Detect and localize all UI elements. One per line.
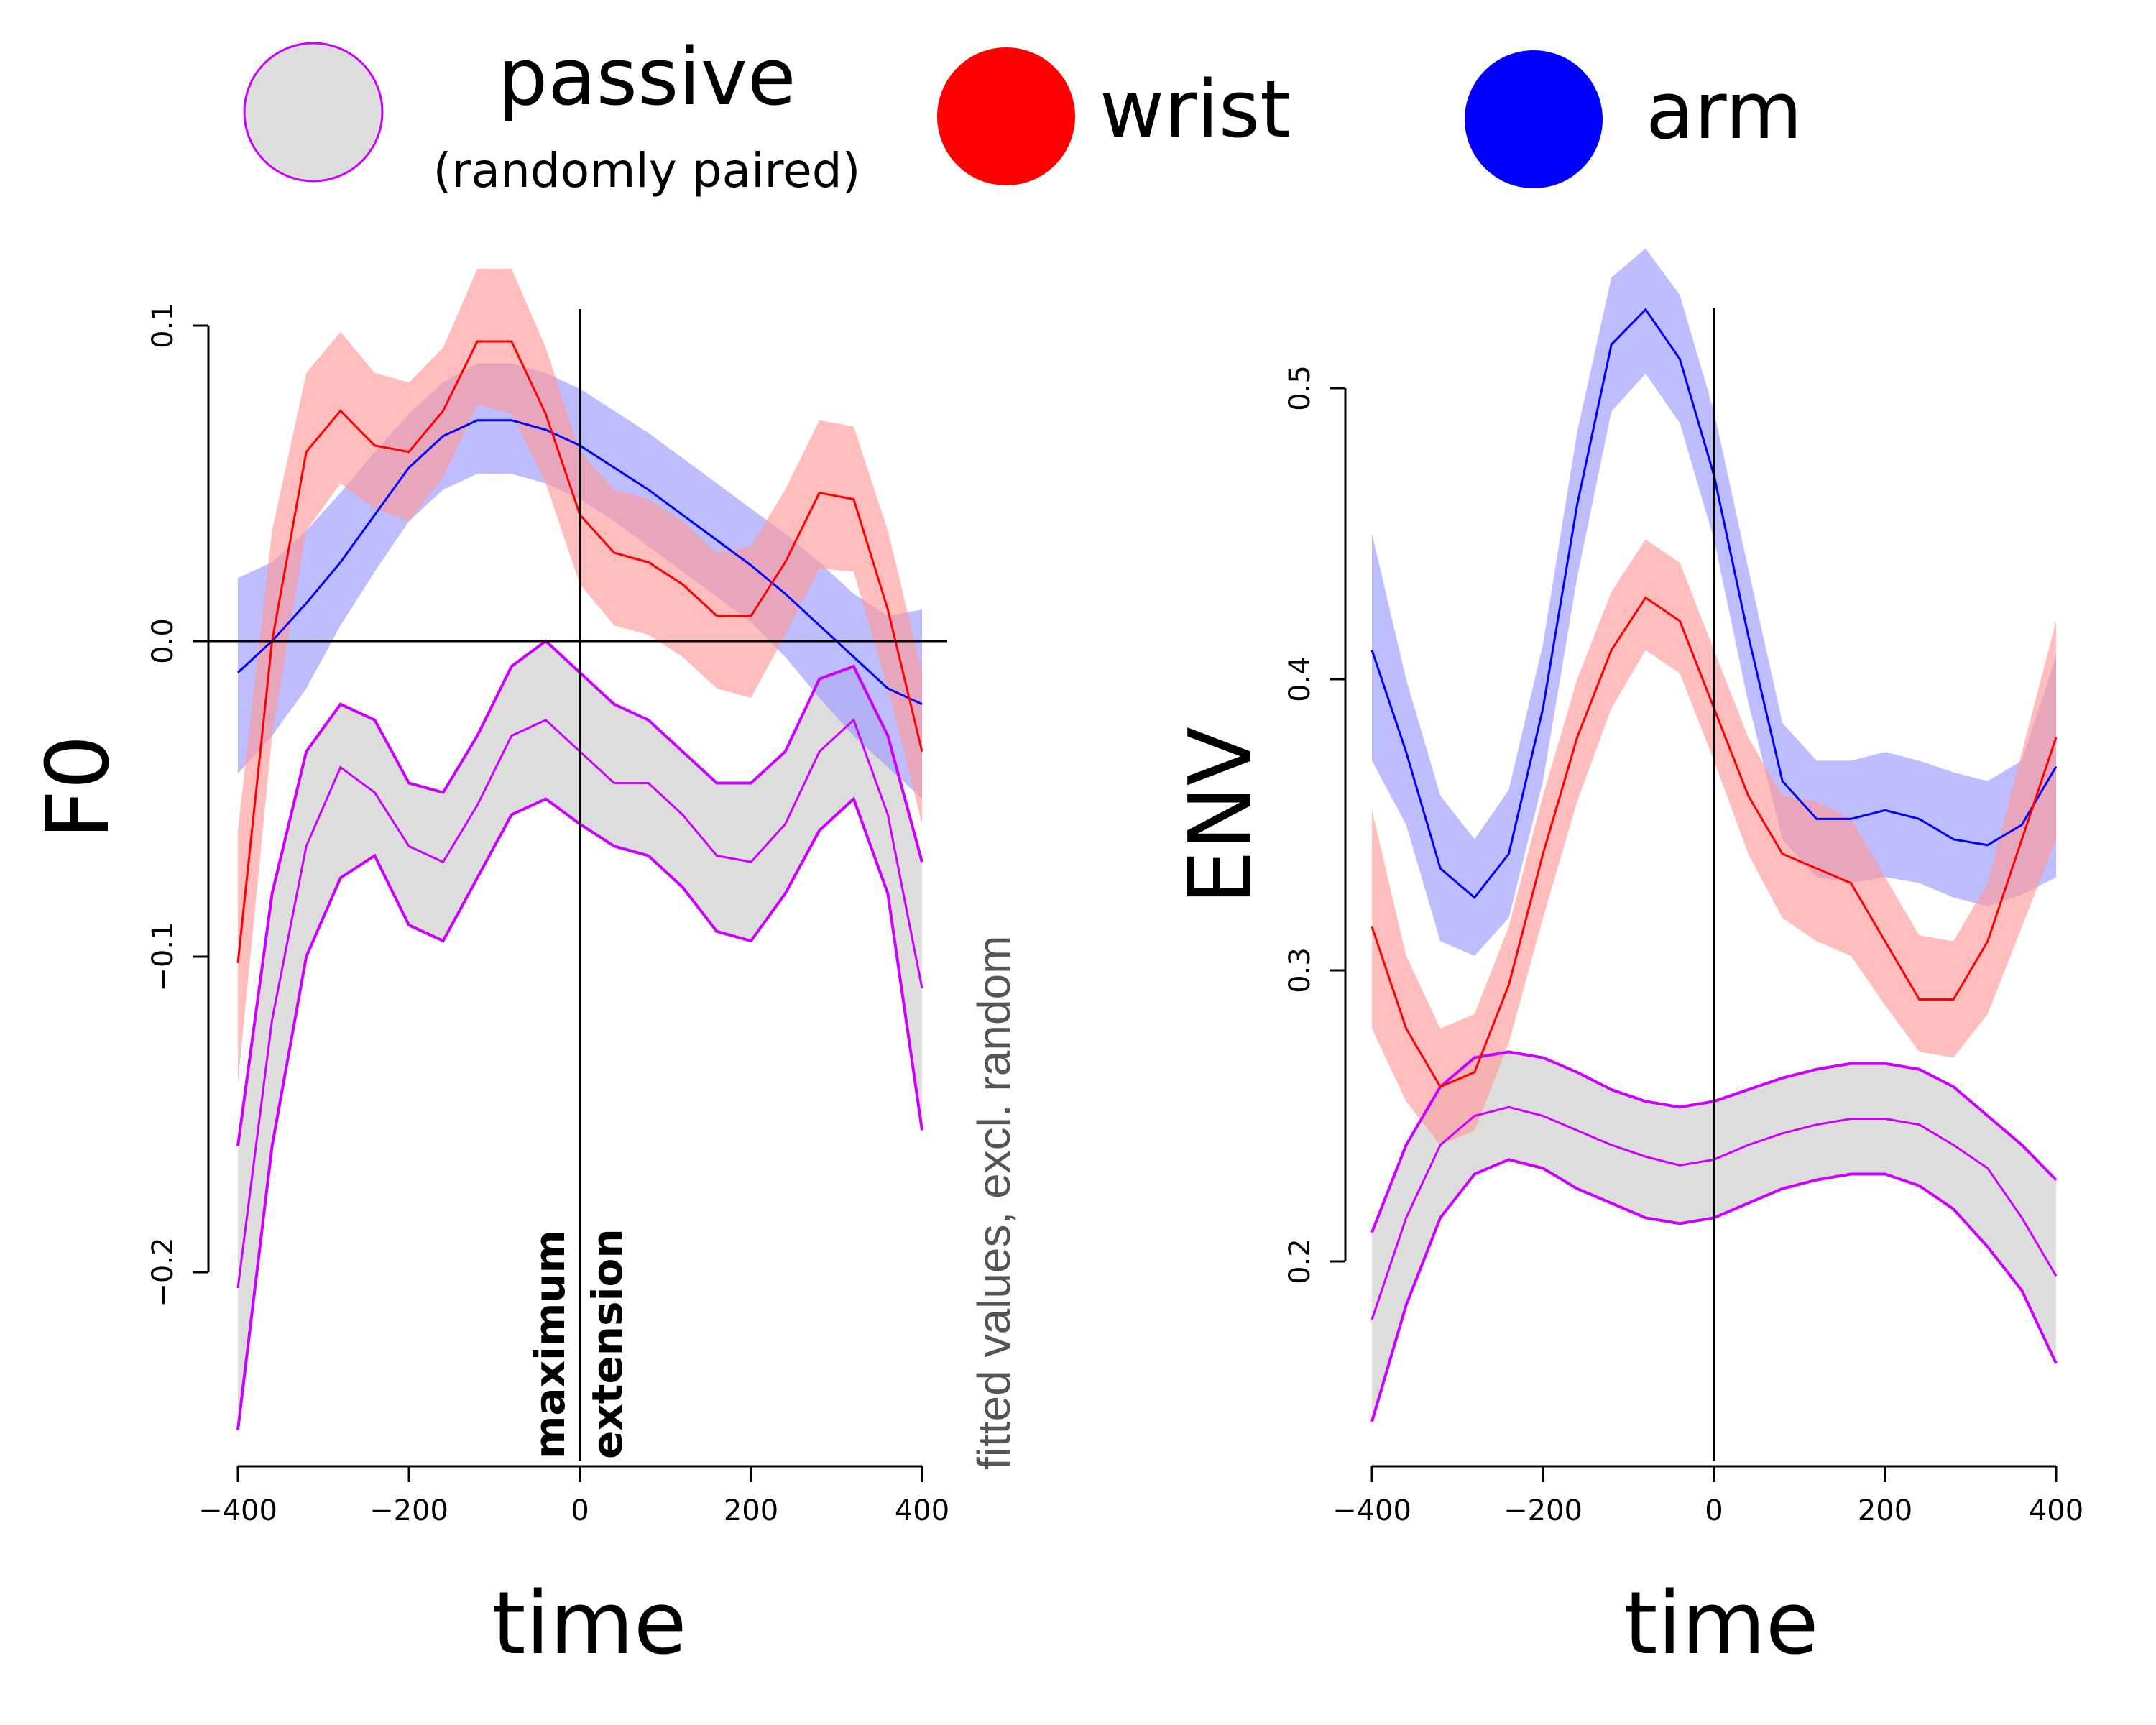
f0-band-wrist (238, 269, 922, 1083)
f0-y-tick-label: 0.1 (147, 303, 180, 349)
f0-y-tick-label: −0.2 (147, 1237, 180, 1307)
f0-x-tick-label: −200 (369, 1494, 448, 1527)
env-x-tick-label: 0 (1705, 1494, 1723, 1527)
annotation-maximum: maximum (525, 1230, 574, 1459)
env-y-tick-label: 0.5 (1284, 365, 1317, 411)
f0-y-tick-label: 0.0 (147, 618, 180, 664)
annotation-extension: extension (583, 1228, 632, 1459)
legend-swatch-arm (1465, 50, 1603, 188)
legend-sublabel-passive: (randomly paired) (433, 143, 861, 198)
env-x-tick-label: 400 (2029, 1494, 2083, 1527)
env-band-arm (1372, 248, 2056, 956)
env-x-tick-label: 200 (1858, 1494, 1912, 1527)
x-axis-title-env: time (1623, 1574, 1818, 1674)
y-axis-title-f0: F0 (29, 735, 129, 839)
panel-f0: −400 −200 0 200 400 −0.2 −0.1 0.0 0.1 F0 time ma… (29, 269, 1020, 1674)
legend-item-passive: passive (randomly paired) (243, 31, 861, 198)
legend-swatch-wrist (937, 47, 1075, 185)
legend-label-wrist: wrist (1100, 63, 1291, 155)
f0-x-tick-label: 0 (571, 1494, 589, 1527)
legend-label-arm: arm (1646, 65, 1802, 157)
legend: passive (randomly paired) wrist arm (243, 31, 1802, 198)
legend-swatch-passive (243, 42, 384, 183)
env-y-tick-label: 0.3 (1284, 947, 1317, 993)
legend-item-wrist: wrist (937, 47, 1291, 185)
x-axis-title-f0: time (492, 1574, 686, 1674)
f0-x-tick-label: 200 (724, 1494, 778, 1527)
f0-x-tick-label: −400 (198, 1494, 277, 1527)
y-axis-title-env: ENV (1171, 727, 1271, 905)
panel-env: −400 −200 0 200 400 0.2 0.3 0.4 0.5 ENV time (1171, 248, 2083, 1674)
env-x-tick-label: −200 (1503, 1494, 1583, 1527)
env-band-wrist (1372, 539, 2056, 1145)
side-note: fitted values, excl. random (968, 936, 1020, 1470)
f0-band-passive (238, 641, 922, 1430)
f0-y-tick-label: −0.1 (147, 921, 180, 991)
env-x-tick-label: −400 (1332, 1494, 1411, 1527)
legend-label-passive: passive (497, 31, 796, 123)
f0-x-tick-label: 400 (895, 1494, 949, 1527)
env-y-tick-label: 0.4 (1284, 656, 1317, 702)
env-y-tick-label: 0.2 (1284, 1238, 1317, 1284)
legend-item-arm: arm (1465, 50, 1802, 188)
env-band-passive (1372, 1052, 2056, 1422)
